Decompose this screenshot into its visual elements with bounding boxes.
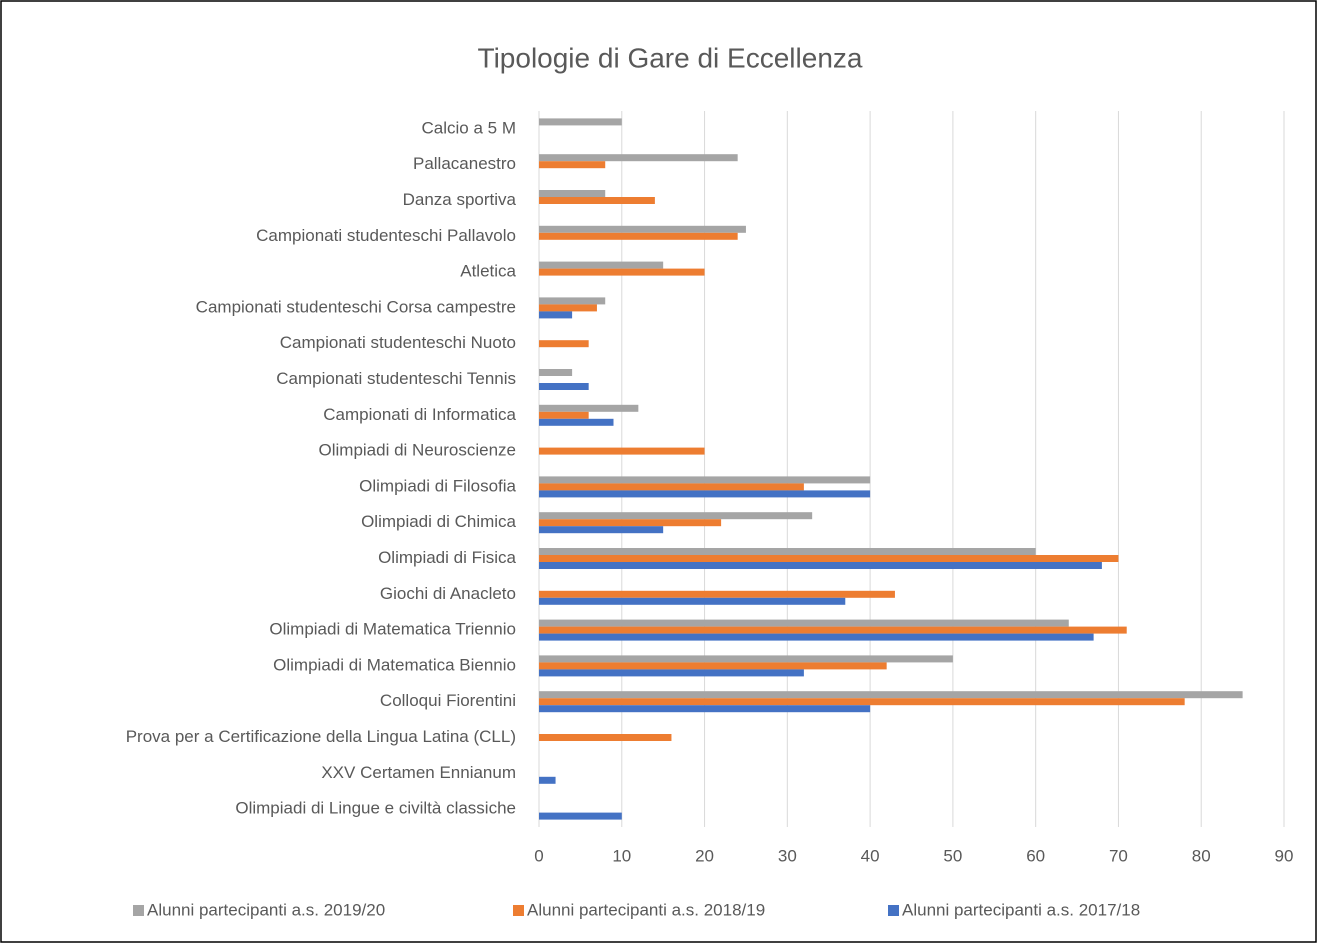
bar bbox=[539, 311, 573, 319]
y-tick-label: Campionati studenteschi Tennis bbox=[276, 369, 516, 388]
y-tick-label: Giochi di Anacleto bbox=[380, 584, 516, 603]
x-tick-label: 70 bbox=[1109, 846, 1128, 865]
y-tick-label: Olimpiadi di Fisica bbox=[378, 548, 516, 567]
bar bbox=[539, 411, 589, 419]
legend-label: Alunni partecipanti a.s. 2017/18 bbox=[902, 900, 1140, 919]
bar bbox=[539, 548, 1036, 555]
bar bbox=[539, 190, 606, 197]
bar bbox=[539, 691, 1243, 699]
y-tick-label: Olimpiadi di Matematica Biennio bbox=[273, 655, 516, 674]
bar bbox=[539, 512, 813, 520]
bar bbox=[539, 383, 589, 390]
bar bbox=[539, 490, 871, 498]
bar bbox=[539, 555, 1119, 562]
bar bbox=[539, 562, 1102, 569]
y-tick-label: Atletica bbox=[460, 262, 516, 281]
x-tick-label: 80 bbox=[1192, 846, 1211, 865]
legend-swatch bbox=[888, 905, 899, 916]
x-tick-label: 60 bbox=[1026, 846, 1045, 865]
chart-title: Tipologie di Gare di Eccellenza bbox=[478, 42, 863, 73]
y-tick-label: Olimpiadi di Chimica bbox=[361, 512, 516, 531]
bar bbox=[539, 519, 722, 527]
y-tick-label: Colloqui Fiorentini bbox=[380, 691, 516, 710]
y-tick-label: Pallacanestro bbox=[413, 154, 516, 173]
bar bbox=[539, 447, 705, 455]
bar bbox=[539, 669, 804, 677]
bar bbox=[539, 597, 846, 605]
legend-swatch bbox=[133, 905, 144, 916]
bar bbox=[539, 590, 895, 598]
y-tick-label: Danza sportiva bbox=[403, 190, 517, 209]
y-tick-label: Campionati studenteschi Pallavolo bbox=[256, 226, 516, 245]
bar bbox=[539, 304, 597, 312]
bar bbox=[539, 161, 606, 169]
x-tick-label: 0 bbox=[534, 846, 543, 865]
legend-swatch bbox=[513, 905, 524, 916]
bar bbox=[539, 483, 804, 491]
x-tick-label: 30 bbox=[778, 846, 797, 865]
bar bbox=[539, 268, 705, 276]
bar bbox=[539, 261, 664, 269]
y-tick-label: Campionati studenteschi Nuoto bbox=[280, 333, 516, 352]
bar bbox=[539, 418, 614, 426]
y-tick-label: Campionati di Informatica bbox=[323, 405, 516, 424]
bar bbox=[539, 404, 639, 412]
bar bbox=[539, 633, 1094, 641]
x-tick-label: 50 bbox=[943, 846, 962, 865]
bar bbox=[539, 476, 871, 484]
y-tick-label: Olimpiadi di Neuroscienze bbox=[319, 441, 516, 460]
y-tick-label: Calcio a 5 M bbox=[422, 118, 516, 137]
legend-label: Alunni partecipanti a.s. 2018/19 bbox=[527, 900, 765, 919]
x-tick-label: 10 bbox=[612, 846, 631, 865]
bar bbox=[539, 812, 622, 820]
y-tick-label: Olimpiadi di Lingue e civiltà classiche bbox=[235, 799, 516, 818]
bar bbox=[539, 340, 589, 348]
y-tick-label: XXV Certamen Ennianum bbox=[321, 763, 516, 782]
x-tick-label: 90 bbox=[1275, 846, 1294, 865]
bar bbox=[539, 118, 622, 126]
x-tick-label: 40 bbox=[861, 846, 880, 865]
bar bbox=[539, 662, 887, 670]
bar bbox=[539, 369, 573, 376]
y-tick-label: Olimpiadi di Matematica Triennio bbox=[269, 620, 516, 639]
bar bbox=[539, 698, 1185, 706]
y-tick-label: Prova per a Certificazione della Lingua … bbox=[126, 727, 516, 746]
y-tick-label: Olimpiadi di Filosofia bbox=[359, 476, 516, 495]
bar bbox=[539, 297, 606, 305]
bar bbox=[539, 734, 672, 741]
x-tick-label: 20 bbox=[695, 846, 714, 865]
bar bbox=[539, 776, 556, 784]
bar bbox=[539, 705, 871, 713]
bar bbox=[539, 626, 1127, 634]
bar bbox=[539, 225, 746, 233]
y-tick-label: Campionati studenteschi Corsa campestre bbox=[196, 297, 516, 316]
bar bbox=[539, 619, 1069, 627]
bar bbox=[539, 197, 655, 204]
bar bbox=[539, 154, 738, 162]
legend-label: Alunni partecipanti a.s. 2019/20 bbox=[147, 900, 385, 919]
bar bbox=[539, 526, 664, 534]
bar bbox=[539, 655, 953, 663]
bar bbox=[539, 232, 738, 240]
